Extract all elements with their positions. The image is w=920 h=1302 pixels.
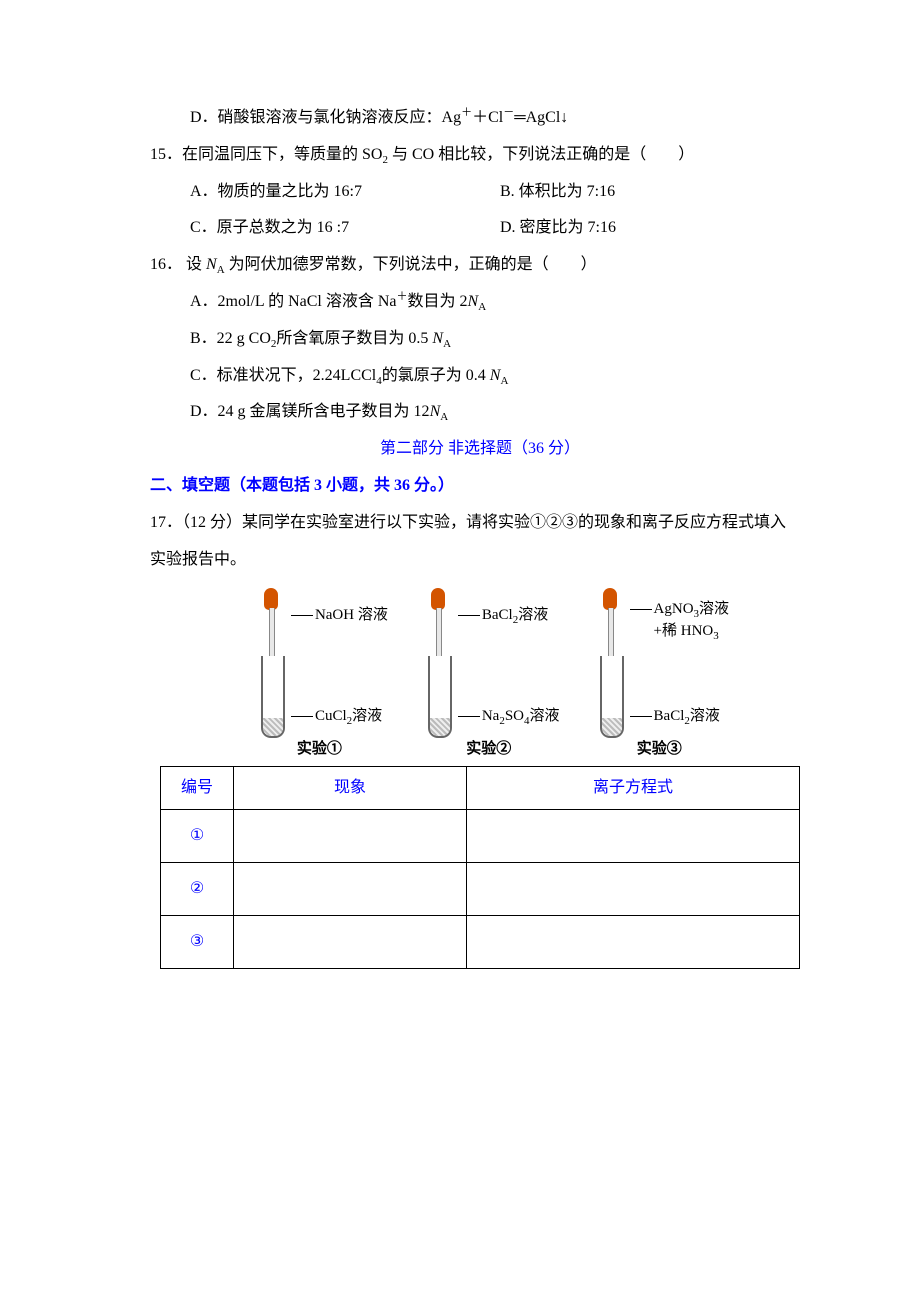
na-a: A bbox=[217, 264, 225, 276]
q16-c: C．标准状况下，2.24LCCl4的氯原子为 0.4 NA bbox=[150, 358, 810, 395]
lbl-hno3: +稀 HNO bbox=[654, 623, 714, 639]
q15-a: A．物质的量之比为 16:7 bbox=[190, 174, 500, 211]
q16-d1: D．24 g 金属镁所含电子数目为 12 bbox=[190, 403, 430, 420]
sup-plus2: ＋ bbox=[397, 291, 408, 303]
na-a2: A bbox=[478, 301, 486, 313]
q15-row2: C．原子总数之为 16 :7 D. 密度比为 7:16 bbox=[150, 210, 810, 247]
q15-b: B. 体积比为 7:16 bbox=[500, 174, 810, 211]
na-n5: N bbox=[430, 403, 441, 420]
apparatus-icon bbox=[251, 588, 291, 738]
cell-ph-3 bbox=[234, 916, 467, 969]
lbl-bacl2b: BaCl bbox=[654, 708, 685, 724]
na-n4: N bbox=[490, 367, 501, 384]
experiments-figure: NaOH 溶液 CuCl2溶液 实验① BaCl2溶液 Na2SO4溶液 实验② bbox=[150, 588, 810, 758]
q15-stem-b: 与 CO 相比较，下列说法正确的是（ ） bbox=[388, 146, 694, 163]
sup-minus: － bbox=[503, 107, 514, 119]
q14-option-d: D．硝酸银溶液与氯化钠溶液反应：Ag＋＋Cl－═AgCl↓ bbox=[150, 100, 810, 137]
experiment-3: AgNO3溶液 +稀 HNO3 BaCl2溶液 实验③ bbox=[590, 588, 730, 758]
cell-ph-1 bbox=[234, 810, 467, 863]
na-n: N bbox=[206, 256, 217, 273]
exp3-title: 实验③ bbox=[590, 740, 730, 758]
q16-b2: 所含氧原子数目为 0.5 bbox=[276, 330, 432, 347]
na-a5: A bbox=[440, 412, 448, 424]
down-arrow: ↓ bbox=[560, 109, 568, 126]
q16-stem: 16． 设 NA 为阿伏加德罗常数，下列说法中，正确的是（ ） bbox=[150, 247, 810, 284]
table-row: ③ bbox=[161, 916, 800, 969]
cell-id-1: ① bbox=[161, 810, 234, 863]
part2-header: 第二部分 非选择题（36 分） bbox=[150, 431, 810, 468]
experiment-2: BaCl2溶液 Na2SO4溶液 实验② bbox=[418, 588, 560, 758]
table-row: ② bbox=[161, 863, 800, 916]
cell-id-2: ② bbox=[161, 863, 234, 916]
th-id: 编号 bbox=[161, 767, 234, 810]
q15-c: C．原子总数之为 16 :7 bbox=[190, 210, 500, 247]
cl-text: ＋Cl bbox=[472, 109, 503, 126]
q16-b: B．22 g CO2所含氧原子数目为 0.5 NA bbox=[150, 321, 810, 358]
q14-d-text: D．硝酸银溶液与氯化钠溶液反应：Ag bbox=[190, 109, 461, 126]
na-n2: N bbox=[468, 293, 479, 310]
q16-b1: B．22 g CO bbox=[190, 330, 271, 347]
q16-c1: C．标准状况下，2.24LCCl bbox=[190, 367, 376, 384]
cell-eq-2 bbox=[467, 863, 800, 916]
lbl-cucl2: CuCl bbox=[315, 708, 347, 724]
q15-stem-a: 15．在同温同压下，等质量的 SO bbox=[150, 146, 382, 163]
na-n3: N bbox=[432, 330, 443, 347]
q15-row1: A．物质的量之比为 16:7 B. 体积比为 7:16 bbox=[150, 174, 810, 211]
lbl-agno3: AgNO bbox=[654, 601, 694, 617]
q16-a2: 数目为 2 bbox=[408, 293, 468, 310]
lbl-naoh: NaOH 溶液 bbox=[315, 607, 388, 623]
q16-stem-b: 为阿伏加德罗常数，下列说法中，正确的是（ ） bbox=[225, 256, 597, 273]
q15-stem: 15．在同温同压下，等质量的 SO2 与 CO 相比较，下列说法正确的是（ ） bbox=[150, 137, 810, 174]
sup-plus: ＋ bbox=[461, 107, 472, 119]
cell-eq-1 bbox=[467, 810, 800, 863]
na-a4: A bbox=[500, 375, 508, 387]
q15-d: D. 密度比为 7:16 bbox=[500, 210, 810, 247]
q16-d: D．24 g 金属镁所含电子数目为 12NA bbox=[150, 394, 810, 431]
lbl-na2so4: Na bbox=[482, 708, 500, 724]
experiment-1: NaOH 溶液 CuCl2溶液 实验① bbox=[251, 588, 388, 758]
apparatus-icon bbox=[418, 588, 458, 738]
q17-line1: 17．（12 分）某同学在实验室进行以下实验，请将实验①②③的现象和离子反应方程… bbox=[150, 505, 810, 542]
section2-header: 二、填空题（本题包括 3 小题，共 36 分。） bbox=[150, 468, 810, 505]
cell-id-3: ③ bbox=[161, 916, 234, 969]
apparatus-icon bbox=[590, 588, 630, 738]
answer-table: 编号 现象 离子方程式 ① ② ③ bbox=[160, 766, 800, 969]
lbl-bacl2: BaCl bbox=[482, 607, 513, 623]
agcl-text: AgCl bbox=[526, 109, 561, 126]
q16-c2: 的氯原子为 0.4 bbox=[382, 367, 490, 384]
th-equation: 离子方程式 bbox=[467, 767, 800, 810]
eq-sign: ═ bbox=[514, 109, 525, 126]
table-row: ① bbox=[161, 810, 800, 863]
q16-a1: A．2mol/L 的 NaCl 溶液含 Na bbox=[190, 293, 397, 310]
th-phenomenon: 现象 bbox=[234, 767, 467, 810]
q16-stem-a: 16． 设 bbox=[150, 256, 206, 273]
q16-a: A．2mol/L 的 NaCl 溶液含 Na＋数目为 2NA bbox=[150, 284, 810, 321]
q17-line2: 实验报告中。 bbox=[150, 542, 810, 579]
na-a3: A bbox=[443, 338, 451, 350]
exp1-title: 实验① bbox=[251, 740, 388, 758]
cell-ph-2 bbox=[234, 863, 467, 916]
cell-eq-3 bbox=[467, 916, 800, 969]
exp2-title: 实验② bbox=[418, 740, 560, 758]
